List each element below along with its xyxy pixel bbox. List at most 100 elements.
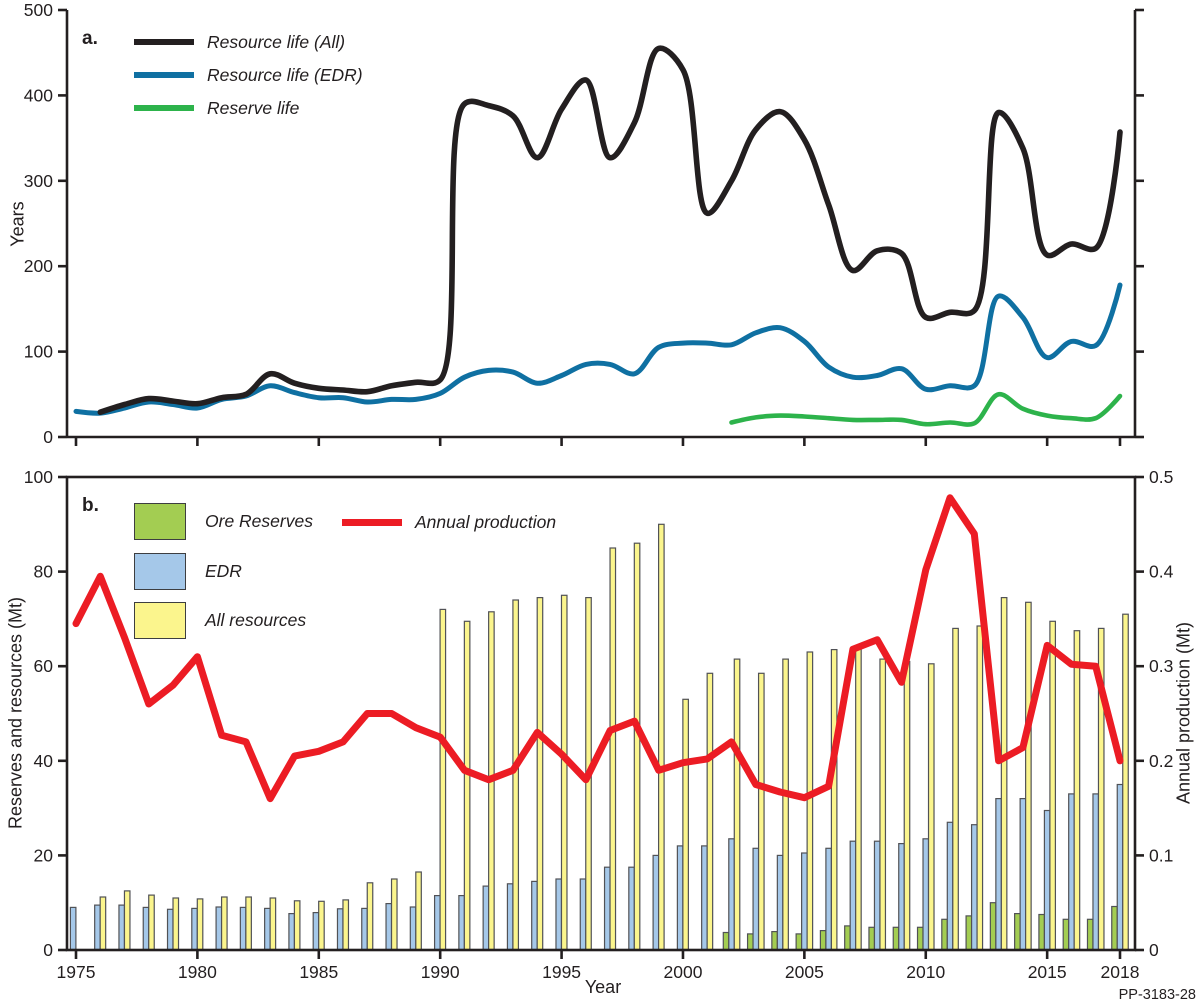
bar-edr-2007: [849, 840, 857, 951]
panel-b-y-tick-left-label: 40: [34, 751, 54, 771]
bar-edr-1998: [628, 866, 635, 951]
x-tick-label: 2000: [664, 962, 703, 982]
series-line-reserve-life: [729, 391, 1123, 427]
bar-edr-1986: [336, 908, 344, 951]
bar-all-resources-2000: [682, 698, 689, 951]
bar-edr-1992: [482, 885, 490, 951]
bar-all-resources-2002: [733, 658, 741, 951]
edr-swatch: [134, 553, 186, 590]
x-tick-label: 2010: [906, 962, 945, 982]
bar-edr-1978: [142, 906, 150, 951]
bar-all-resources-1981: [220, 896, 228, 951]
legend-label-edr: EDR: [205, 561, 242, 581]
bar-all-resources-2016: [1073, 630, 1081, 951]
bar-all-resources-1997: [609, 547, 617, 951]
bar-edr-1993: [506, 883, 514, 951]
bar-all-resources-2014: [1025, 601, 1032, 951]
legend-a-row: Resource life (EDR): [134, 64, 363, 85]
x-tick-label: 1985: [299, 962, 338, 982]
panel-b-y-tick-left-label: 80: [34, 562, 54, 582]
bar-ore-reserves-2013: [989, 902, 997, 951]
panel-a-label: a.: [82, 28, 98, 49]
legend-label-all-resources: All resources: [205, 610, 307, 630]
bar-all-resources-2004: [782, 658, 789, 951]
bar-ore-reserves-2009: [892, 926, 900, 951]
legend-label-resource-life-all: Resource life (All): [207, 31, 346, 52]
bar-edr-2003: [752, 847, 760, 951]
bar-edr-2015: [1043, 809, 1051, 951]
panel-b-y-tick-right-label: 0.5: [1149, 467, 1173, 487]
bar-all-resources-1979: [172, 897, 180, 951]
resource-life-edr-line-swatch: [134, 72, 194, 78]
bar-edr-1976: [94, 904, 101, 951]
x-tick-label: 1980: [178, 962, 217, 982]
panel-b-y-axis-right-title: Annual production (Mt): [1173, 621, 1194, 805]
bar-all-resources-2010: [927, 663, 935, 951]
bar-all-resources-2013: [1000, 596, 1008, 951]
legend-b-row: All resources: [134, 602, 306, 639]
legend-label-resource-life-edr: Resource life (EDR): [207, 64, 363, 85]
bar-edr-2000: [676, 845, 684, 951]
bar-all-resources-1991: [463, 620, 471, 951]
legend-label-ore-reserves: Ore Reserves: [205, 511, 313, 531]
bar-ore-reserves-2014: [1014, 912, 1021, 951]
bar-all-resources-1994: [536, 596, 544, 951]
all-resources-swatch: [134, 602, 186, 639]
panel-b-y-tick-right-label: 0.4: [1149, 562, 1174, 582]
panel-a-y-tick-label: 0: [43, 427, 53, 447]
bar-edr-2008: [873, 840, 881, 951]
bar-ore-reserves-2016: [1062, 918, 1070, 951]
bar-edr-2017: [1092, 793, 1100, 951]
bar-edr-1975: [69, 906, 77, 951]
bar-all-resources-1977: [123, 890, 131, 951]
bar-edr-2005: [801, 852, 808, 951]
panel-b-y-tick-right-label: 0.1: [1149, 845, 1173, 865]
bar-ore-reserves-2004: [771, 930, 778, 951]
bar-all-resources-1995: [560, 594, 568, 951]
bar-edr-2013: [995, 797, 1002, 951]
x-tick-label: 1990: [421, 962, 460, 982]
resource-life-all-line-swatch: [134, 39, 194, 45]
bar-all-resources-1998: [633, 542, 641, 951]
bar-edr-1983: [264, 907, 271, 951]
series-line-resource-life-all-: [97, 45, 1123, 415]
bar-all-resources-1999: [657, 523, 665, 951]
panel-b-y-axis-left-title: Reserves and resources (Mt): [5, 596, 26, 830]
legend-a-row: Resource life (All): [134, 31, 346, 52]
bar-edr-1990: [433, 894, 441, 951]
bar-all-resources-1986: [342, 899, 350, 951]
panel-a-y-axis-title: Years: [7, 201, 28, 247]
bar-edr-1995: [555, 878, 563, 951]
panel-b-y-tick-left-label: 0: [43, 940, 53, 960]
bar-ore-reserves-2002: [722, 931, 730, 951]
panel-b-y-tick-right-label: 0.2: [1149, 751, 1173, 771]
bar-ore-reserves-2012: [965, 915, 973, 951]
bar-edr-1997: [603, 866, 611, 951]
bar-ore-reserves-2007: [844, 925, 851, 951]
x-axis-title: Year: [584, 977, 622, 997]
bar-all-resources-1985: [318, 900, 325, 951]
panel-a-y-tick-label: 300: [24, 171, 53, 191]
panel-b-y-tick-left-label: 20: [34, 845, 54, 865]
bar-edr-1980: [191, 907, 198, 951]
legend-b-line-row: Annual production: [342, 511, 557, 532]
bar-edr-2002: [728, 838, 735, 951]
bar-ore-reserves-2006: [819, 929, 827, 951]
bar-edr-2012: [970, 824, 978, 951]
bar-edr-1996: [579, 878, 587, 951]
legend-label-annual-production: Annual production: [415, 511, 557, 532]
bar-all-resources-2005: [806, 651, 814, 951]
bar-ore-reserves-2018: [1111, 905, 1118, 951]
bar-edr-1999: [652, 854, 660, 951]
panel-a-y-tick-label: 200: [24, 256, 53, 276]
bar-edr-2010: [922, 838, 930, 951]
bar-all-resources-2011: [952, 627, 959, 951]
panel-b-y-tick-left-label: 60: [34, 656, 54, 676]
bar-edr-2016: [1068, 793, 1075, 951]
panel-a-y-tick-label: 500: [24, 0, 53, 20]
bar-edr-2006: [825, 847, 832, 951]
panel-b-label: b.: [82, 495, 99, 516]
panel-a-y-tick-label: 100: [24, 342, 53, 362]
